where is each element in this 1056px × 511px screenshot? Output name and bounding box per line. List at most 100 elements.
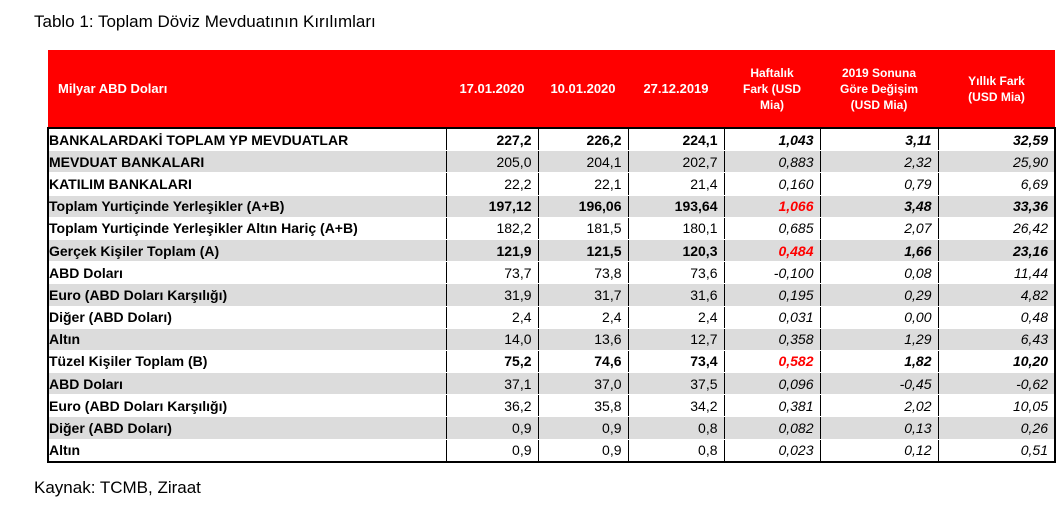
table-row: Gerçek Kişiler Toplam (A) 121,9 121,5 12…	[47, 239, 1056, 263]
table-row: KATILIM BANKALARI 22,2 22,1 21,4 0,160 0…	[47, 172, 1056, 196]
table-row: Tüzel Kişiler Toplam (B) 75,2 74,6 73,4 …	[47, 350, 1056, 374]
cell-value: 227,2	[446, 127, 539, 152]
cell-value: 226,2	[538, 127, 629, 152]
row-label: BANKALARDAKİ TOPLAM YP MEVDUATLAR	[47, 127, 447, 152]
table-row: Altın 14,0 13,6 12,7 0,358 1,29 6,43	[47, 328, 1056, 351]
header-ytd-change-line1: 2019 Sonuna	[841, 65, 917, 80]
row-label: ABD Doları	[47, 261, 447, 285]
cell-value: 0,9	[446, 416, 539, 440]
cell-value: 2,07	[820, 217, 939, 240]
row-label: Altın	[47, 439, 447, 463]
cell-value: -0,100	[724, 261, 821, 285]
cell-value: 37,0	[538, 372, 629, 396]
cell-value: 0,26	[938, 416, 1056, 440]
cell-value: 0,8	[628, 439, 725, 463]
header-weekly-diff-line1: Haftalık	[750, 65, 794, 80]
cell-value: 32,59	[938, 127, 1056, 152]
cell-value: 31,6	[628, 283, 725, 307]
cell-value: 193,64	[628, 195, 725, 218]
cell-value: 11,44	[938, 261, 1056, 285]
header-date-1: 17.01.2020	[446, 50, 538, 128]
cell-value: 74,6	[538, 350, 629, 374]
cell-value: 180,1	[628, 217, 725, 240]
table-row: Diğer (ABD Doları) 0,9 0,9 0,8 0,082 0,1…	[47, 416, 1056, 440]
table-row: Euro (ABD Doları Karşılığı) 31,9 31,7 31…	[47, 283, 1056, 307]
cell-value: 13,6	[538, 328, 629, 351]
cell-value: 21,4	[628, 172, 725, 196]
cell-value: 181,5	[538, 217, 629, 240]
cell-value: 2,02	[820, 394, 939, 418]
table-row: MEVDUAT BANKALARI 205,0 204,1 202,7 0,88…	[47, 150, 1056, 174]
header-date-3: 27.12.2019	[628, 50, 724, 128]
row-label: ABD Doları	[47, 372, 447, 396]
cell-value: 1,29	[820, 328, 939, 351]
cell-value: 33,36	[938, 195, 1056, 218]
row-label: Toplam Yurtiçinde Yerleşikler Altın Hari…	[47, 217, 447, 240]
header-label: Milyar ABD Doları	[48, 50, 446, 128]
cell-value: 0,082	[724, 416, 821, 440]
cell-value: -0,62	[938, 372, 1056, 396]
cell-value: 0,358	[724, 328, 821, 351]
header-weekly-diff-line3: Mia)	[760, 97, 784, 112]
cell-value: 0,00	[820, 306, 939, 329]
cell-value: 22,2	[446, 172, 539, 196]
cell-value: 224,1	[628, 127, 725, 152]
header-date-2: 10.01.2020	[538, 50, 628, 128]
row-label: MEVDUAT BANKALARI	[47, 150, 447, 174]
header-yearly-diff-line1: Yıllık Fark	[968, 73, 1025, 88]
cell-value: 182,2	[446, 217, 539, 240]
row-label: Diğer (ABD Doları)	[47, 306, 447, 329]
header-ytd-change-line3: (USD Mia)	[850, 97, 908, 112]
cell-value: 73,8	[538, 261, 629, 285]
cell-value-highlight: 0,484	[724, 239, 821, 263]
table-row: Euro (ABD Doları Karşılığı) 36,2 35,8 34…	[47, 394, 1056, 418]
cell-value: 6,69	[938, 172, 1056, 196]
cell-value: 10,20	[938, 350, 1056, 374]
cell-value: 14,0	[446, 328, 539, 351]
cell-value: 2,4	[628, 306, 725, 329]
cell-value: 1,82	[820, 350, 939, 374]
cell-value: 73,6	[628, 261, 725, 285]
cell-value: 3,48	[820, 195, 939, 218]
row-label: Toplam Yurtiçinde Yerleşikler (A+B)	[47, 195, 447, 218]
cell-value: 34,2	[628, 394, 725, 418]
cell-value-highlight: 0,582	[724, 350, 821, 374]
cell-value: 0,023	[724, 439, 821, 463]
row-label: Diğer (ABD Doları)	[47, 416, 447, 440]
cell-value: 0,9	[538, 439, 629, 463]
table-row: Diğer (ABD Doları) 2,4 2,4 2,4 0,031 0,0…	[47, 306, 1056, 329]
cell-value: 0,48	[938, 306, 1056, 329]
table-row: ABD Doları 37,1 37,0 37,5 0,096 -0,45 -0…	[47, 372, 1056, 396]
source-note: Kaynak: TCMB, Ziraat	[34, 478, 201, 497]
cell-value: 197,12	[446, 195, 539, 218]
cell-value: 0,29	[820, 283, 939, 307]
table-row: BANKALARDAKİ TOPLAM YP MEVDUATLAR 227,2 …	[47, 127, 1056, 152]
header-yearly-diff-line2: (USD Mia)	[968, 89, 1025, 104]
table-row: Toplam Yurtiçinde Yerleşikler (A+B) 197,…	[47, 195, 1056, 218]
header-ytd-change: 2019 Sonuna Göre Değişim (USD Mia)	[820, 50, 938, 128]
cell-value: 0,381	[724, 394, 821, 418]
cell-value: 0,195	[724, 283, 821, 307]
row-label: Altın	[47, 328, 447, 351]
cell-value: 2,32	[820, 150, 939, 174]
cell-value: 36,2	[446, 394, 539, 418]
cell-value: 0,9	[446, 439, 539, 463]
table-title: Tablo 1: Toplam Döviz Mevduatının Kırılı…	[34, 12, 376, 31]
cell-value: 0,031	[724, 306, 821, 329]
cell-value: 1,66	[820, 239, 939, 263]
cell-value: 37,5	[628, 372, 725, 396]
header-weekly-diff: Haftalık Fark (USD Mia)	[724, 50, 820, 128]
cell-value: 22,1	[538, 172, 629, 196]
cell-value: 31,7	[538, 283, 629, 307]
cell-value: 0,79	[820, 172, 939, 196]
cell-value: 10,05	[938, 394, 1056, 418]
cell-value: 202,7	[628, 150, 725, 174]
cell-value: 26,42	[938, 217, 1056, 240]
cell-value: 0,883	[724, 150, 821, 174]
row-label: Euro (ABD Doları Karşılığı)	[47, 394, 447, 418]
cell-value: 0,9	[538, 416, 629, 440]
cell-value: 2,4	[538, 306, 629, 329]
cell-value: 0,12	[820, 439, 939, 463]
cell-value: 35,8	[538, 394, 629, 418]
cell-value: 0,8	[628, 416, 725, 440]
